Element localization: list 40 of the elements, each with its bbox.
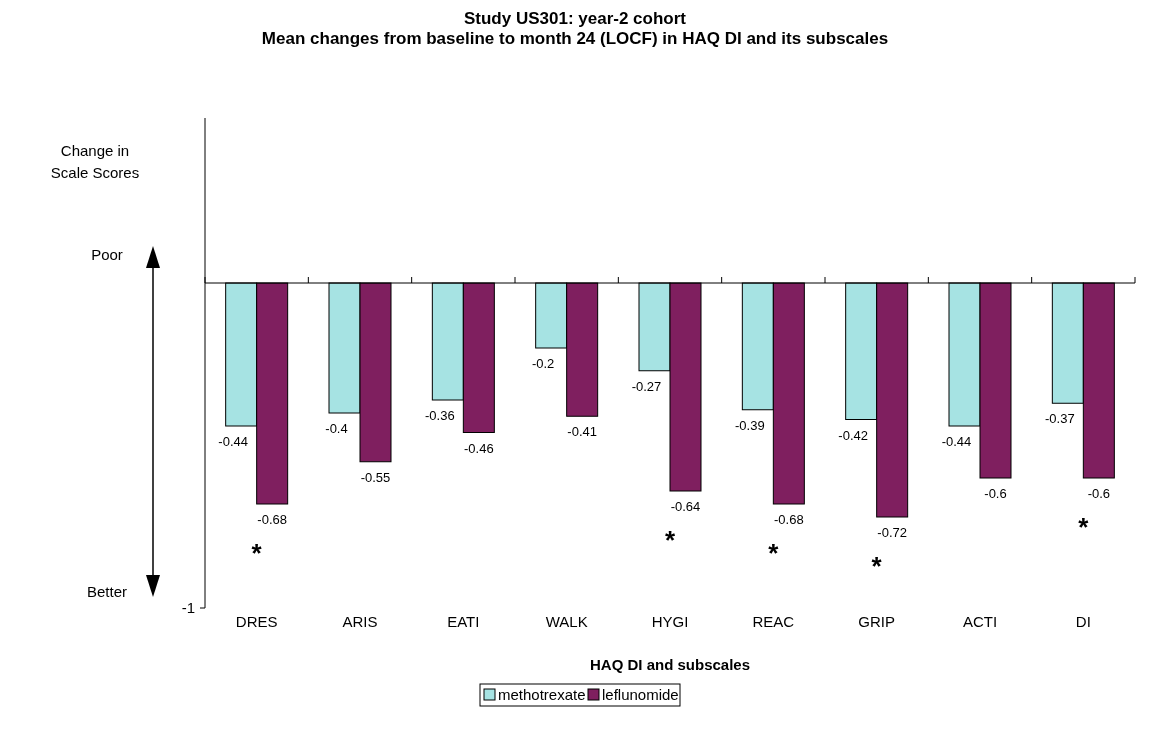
x-tick-label: EATI	[447, 613, 480, 630]
x-tick-label: WALK	[545, 613, 588, 630]
data-label: -0.44	[941, 434, 972, 449]
legend-label: methotrexate	[498, 686, 586, 703]
data-label: -0.36	[425, 408, 455, 423]
data-label: -0.41	[567, 424, 597, 440]
x-tick-label: GRIP	[858, 613, 896, 630]
data-label: -0.68	[774, 512, 804, 527]
data-label: -0.39	[735, 417, 765, 433]
x-tick-label: REAC	[752, 613, 795, 630]
annotation: *	[1078, 512, 1090, 542]
data-label: -0.72	[877, 525, 907, 540]
annotation: *	[871, 551, 883, 581]
data-label: -0.44	[218, 434, 248, 449]
chart-title: Study US301: year-2 cohort Mean changes from baseline to month 24 (LOCF) in HAQ DI and its subscales	[261, 9, 889, 48]
data-label: -0.27	[631, 378, 662, 394]
data-label: -0.4	[325, 421, 348, 436]
text: Change in Scale Scores	[50, 142, 140, 181]
text: Poor	[91, 246, 123, 263]
annotation: *	[664, 525, 676, 555]
annotation: *	[768, 538, 780, 568]
x-tick-label: HYGI	[651, 613, 689, 630]
data-label: -0.55	[360, 469, 391, 485]
data-label: -0.6	[984, 486, 1007, 501]
x-axis-title: HAQ DI and subscales	[589, 656, 751, 673]
data-label: -0.37	[1045, 411, 1075, 427]
data-label: -0.68	[257, 512, 287, 527]
data-label: -0.46	[464, 440, 494, 456]
x-tick-label: DI	[1075, 613, 1091, 630]
legend-label: leflunomide	[602, 686, 679, 703]
x-tick-label: DRES	[235, 613, 278, 630]
data-label: -0.64	[670, 499, 701, 514]
data-label: -0.2	[531, 356, 555, 371]
data-label: -0.42	[838, 427, 868, 443]
annotation: *	[251, 538, 263, 568]
x-tick-label: ACTI	[962, 613, 998, 630]
data-label: -0.6	[1087, 486, 1111, 501]
x-tick-label: ARIS	[342, 613, 378, 630]
text: -1	[181, 599, 195, 616]
text: Better	[86, 583, 128, 600]
